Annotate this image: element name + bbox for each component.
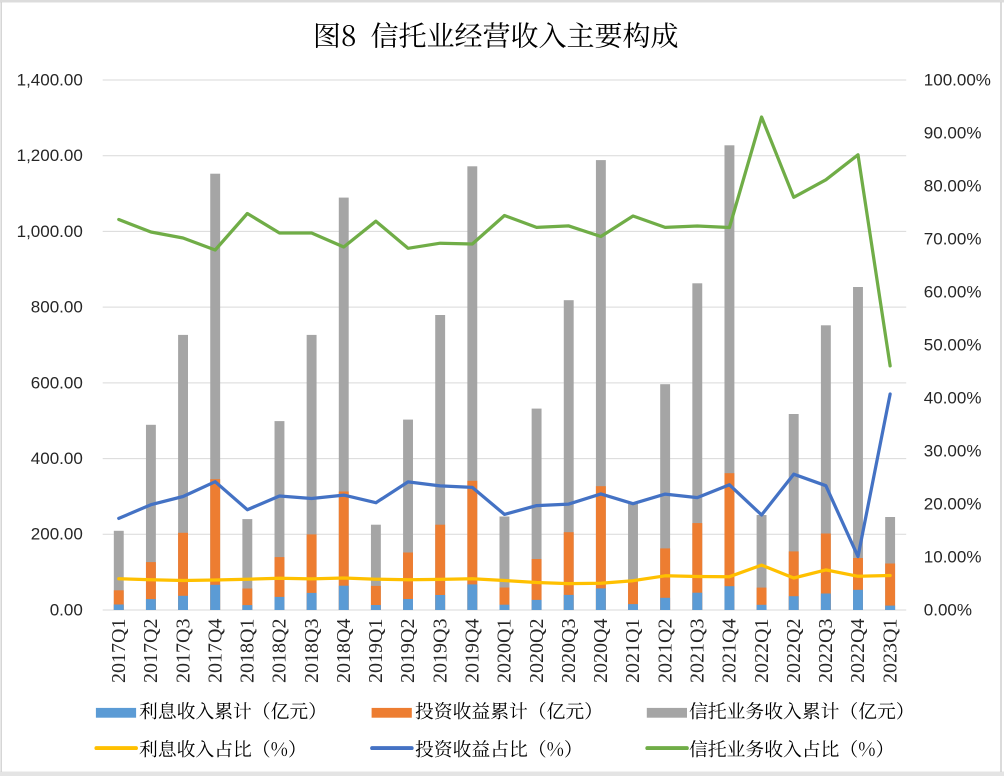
svg-text:10.00%: 10.00%	[924, 547, 982, 566]
svg-text:2019Q3: 2019Q3	[429, 619, 451, 683]
svg-text:2020Q2: 2020Q2	[526, 619, 548, 683]
svg-text:2017Q3: 2017Q3	[172, 619, 194, 683]
svg-text:40.00%: 40.00%	[924, 388, 982, 407]
svg-text:90.00%: 90.00%	[924, 123, 982, 142]
svg-text:800.00: 800.00	[31, 298, 83, 317]
svg-text:100.00%: 100.00%	[924, 70, 991, 89]
svg-text:2021Q3: 2021Q3	[686, 619, 708, 683]
svg-text:70.00%: 70.00%	[924, 229, 982, 248]
svg-text:2022Q1: 2022Q1	[751, 619, 773, 683]
svg-text:50.00%: 50.00%	[924, 335, 982, 354]
svg-text:2022Q4: 2022Q4	[847, 619, 869, 683]
svg-text:60.00%: 60.00%	[924, 282, 982, 301]
svg-text:2021Q4: 2021Q4	[719, 619, 741, 683]
svg-text:2021Q1: 2021Q1	[622, 619, 644, 683]
svg-text:2019Q1: 2019Q1	[365, 619, 387, 683]
svg-text:2018Q3: 2018Q3	[301, 619, 323, 683]
svg-text:1,400.00: 1,400.00	[17, 70, 83, 89]
svg-text:2018Q1: 2018Q1	[237, 619, 259, 683]
svg-text:2017Q4: 2017Q4	[204, 619, 226, 683]
svg-text:30.00%: 30.00%	[924, 441, 982, 460]
svg-text:2021Q2: 2021Q2	[654, 619, 676, 683]
svg-text:2020Q3: 2020Q3	[558, 619, 580, 683]
svg-text:2022Q3: 2022Q3	[815, 619, 837, 683]
svg-text:600.00: 600.00	[31, 373, 83, 392]
svg-text:400.00: 400.00	[31, 449, 83, 468]
svg-text:200.00: 200.00	[31, 525, 83, 544]
svg-text:0.00: 0.00	[50, 600, 83, 619]
svg-text:20.00%: 20.00%	[924, 494, 982, 513]
svg-text:80.00%: 80.00%	[924, 176, 982, 195]
svg-text:1,200.00: 1,200.00	[17, 146, 83, 165]
svg-text:2017Q1: 2017Q1	[108, 619, 130, 683]
svg-text:2020Q4: 2020Q4	[590, 619, 612, 683]
svg-text:2019Q4: 2019Q4	[462, 619, 484, 683]
svg-text:2018Q4: 2018Q4	[333, 619, 355, 683]
svg-text:2023Q1: 2023Q1	[879, 619, 901, 683]
svg-text:2022Q2: 2022Q2	[783, 619, 805, 683]
svg-text:2019Q2: 2019Q2	[397, 619, 419, 683]
svg-text:2017Q2: 2017Q2	[140, 619, 162, 683]
svg-text:0.00%: 0.00%	[924, 600, 972, 619]
svg-text:2018Q2: 2018Q2	[269, 619, 291, 683]
svg-text:1,000.00: 1,000.00	[17, 222, 83, 241]
svg-text:2020Q1: 2020Q1	[494, 619, 516, 683]
